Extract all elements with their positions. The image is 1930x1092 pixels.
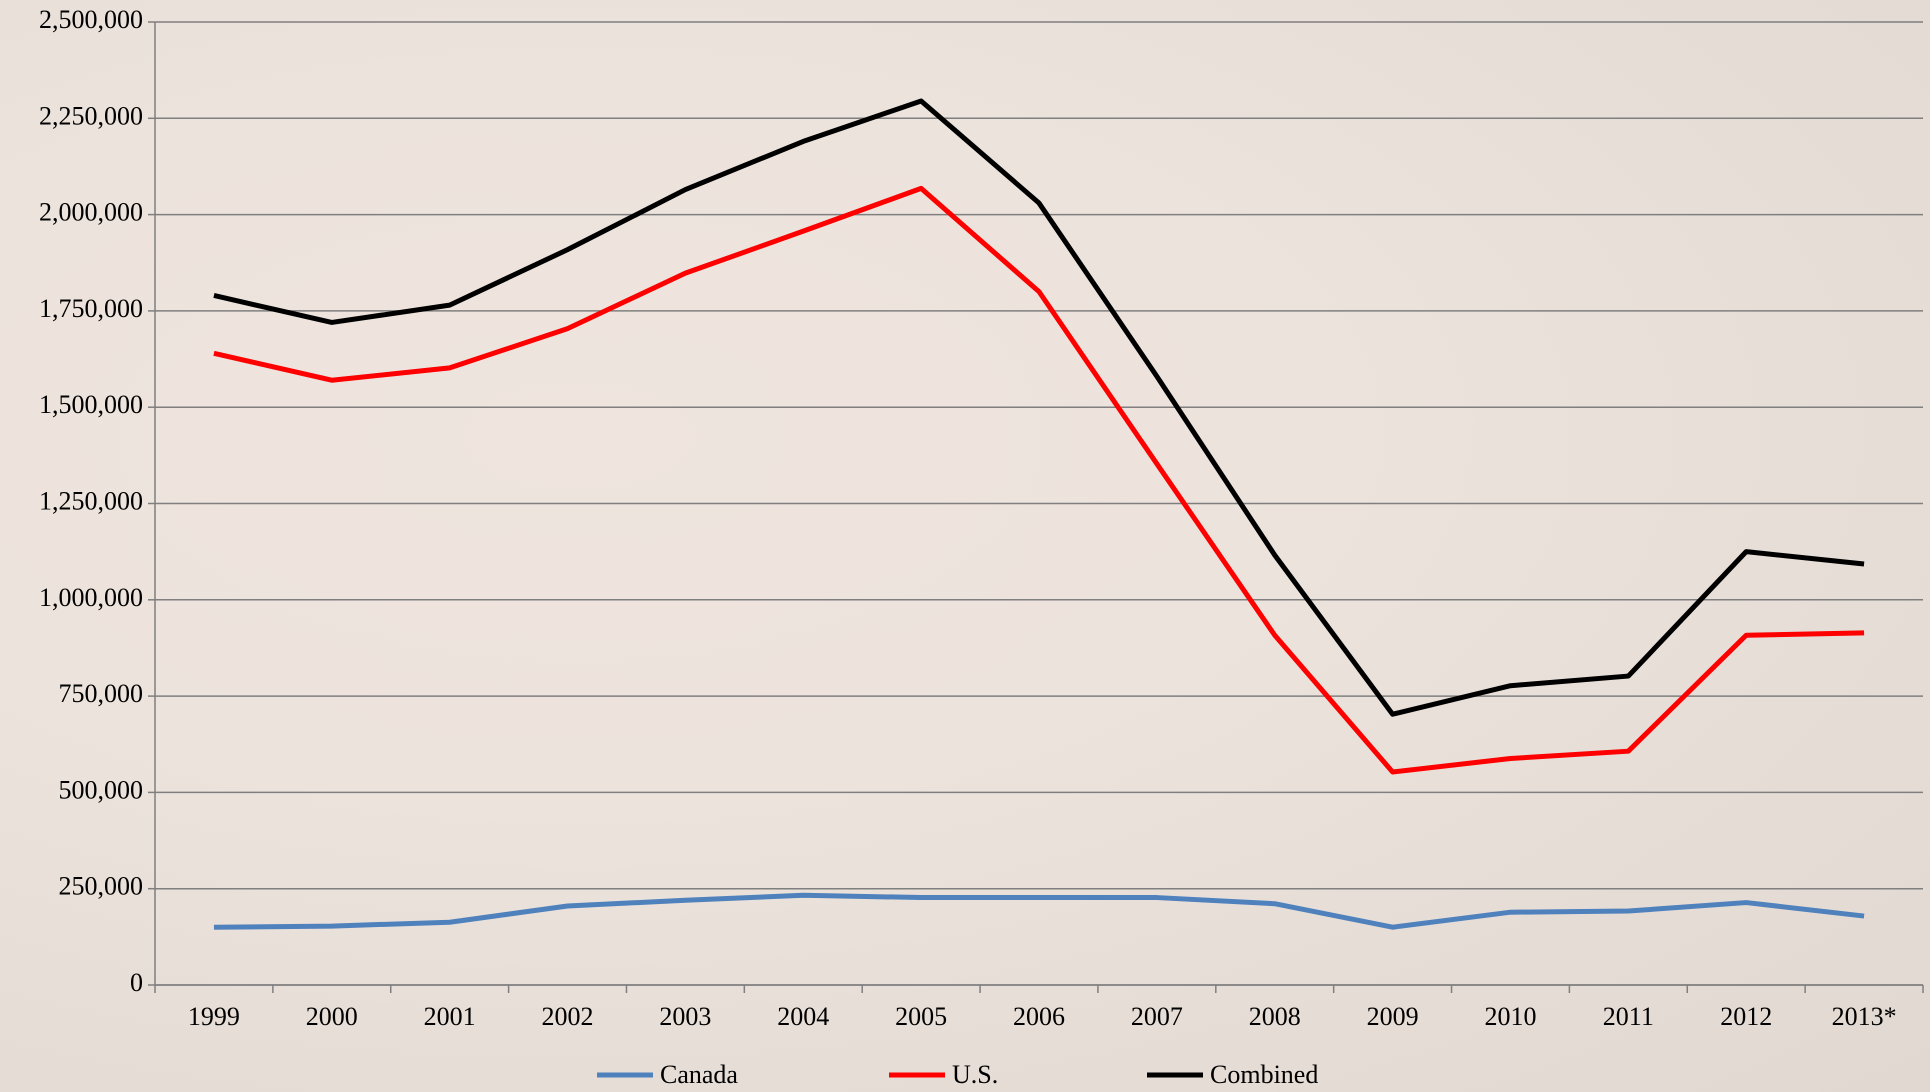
y-tick-label: 2,000,000 [39,198,143,227]
x-tick-label: 2005 [895,1002,947,1031]
y-tick-label: 750,000 [59,679,144,708]
x-tick-label: 2011 [1603,1002,1654,1031]
legend-label: Canada [660,1060,738,1089]
x-tick-label: 2001 [424,1002,476,1031]
legend-label: Combined [1210,1060,1318,1089]
y-tick-label: 500,000 [59,775,144,804]
x-tick-label: 2009 [1367,1002,1419,1031]
series-line [214,895,1864,927]
x-tick-label: 2000 [306,1002,358,1031]
x-tick-label: 2003 [659,1002,711,1031]
y-tick-label: 1,250,000 [39,486,143,515]
x-tick-label: 2006 [1013,1002,1065,1031]
y-tick-label: 1,000,000 [39,583,143,612]
chart: 0 250,000 500,000 750,000 1,000,000 1,250,000… [0,0,1930,1092]
y-tick-label: 2,250,000 [39,101,143,130]
x-tick-label: 2010 [1484,1002,1536,1031]
y-tick-label: 0 [130,968,143,997]
x-tick-label: 2007 [1131,1002,1183,1031]
y-tick-label: 1,500,000 [39,390,143,419]
series-line [214,188,1864,772]
x-tick-label: 1999 [188,1002,240,1031]
y-tick-label: 250,000 [59,872,144,901]
page: 0 250,000 500,000 750,000 1,000,000 1,250,000… [0,0,1930,1092]
x-tick-label: 2008 [1249,1002,1301,1031]
y-tick-label: 1,750,000 [39,294,143,323]
x-tick-label: 2012 [1720,1002,1772,1031]
y-tick-label: 2,500,000 [39,5,143,34]
x-tick-label: 2002 [542,1002,594,1031]
legend-label: U.S. [952,1060,998,1089]
x-tick-label: 2004 [777,1002,829,1031]
x-tick-label: 2013* [1832,1002,1897,1031]
